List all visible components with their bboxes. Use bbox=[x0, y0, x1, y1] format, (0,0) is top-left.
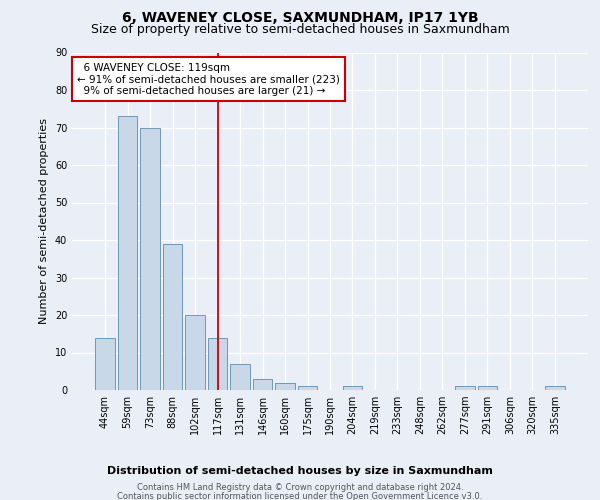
Bar bbox=[478, 386, 497, 390]
Text: 6, WAVENEY CLOSE, SAXMUNDHAM, IP17 1YB: 6, WAVENEY CLOSE, SAXMUNDHAM, IP17 1YB bbox=[122, 11, 478, 25]
Bar bbox=[253, 379, 272, 390]
Bar bbox=[275, 382, 295, 390]
Y-axis label: Number of semi-detached properties: Number of semi-detached properties bbox=[39, 118, 49, 324]
Text: Distribution of semi-detached houses by size in Saxmundham: Distribution of semi-detached houses by … bbox=[107, 466, 493, 476]
Bar bbox=[140, 128, 160, 390]
Bar bbox=[118, 116, 137, 390]
Bar bbox=[185, 315, 205, 390]
Bar bbox=[455, 386, 475, 390]
Bar bbox=[95, 338, 115, 390]
Bar bbox=[545, 386, 565, 390]
Bar bbox=[208, 338, 227, 390]
Text: Contains HM Land Registry data © Crown copyright and database right 2024.: Contains HM Land Registry data © Crown c… bbox=[137, 483, 463, 492]
Bar bbox=[163, 244, 182, 390]
Text: 6 WAVENEY CLOSE: 119sqm  
← 91% of semi-detached houses are smaller (223)
  9% o: 6 WAVENEY CLOSE: 119sqm ← 91% of semi-de… bbox=[77, 62, 340, 96]
Bar bbox=[230, 364, 250, 390]
Text: Size of property relative to semi-detached houses in Saxmundham: Size of property relative to semi-detach… bbox=[91, 22, 509, 36]
Text: Contains public sector information licensed under the Open Government Licence v3: Contains public sector information licen… bbox=[118, 492, 482, 500]
Bar bbox=[298, 386, 317, 390]
Bar bbox=[343, 386, 362, 390]
